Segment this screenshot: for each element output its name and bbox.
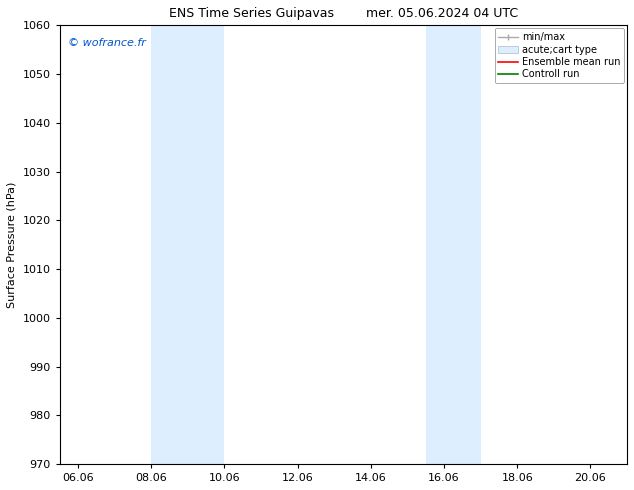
Bar (151, 25, 224, 464)
Legend: min/max, acute;cart type, Ensemble mean run, Controll run: min/max, acute;cart type, Ensemble mean … (495, 28, 624, 83)
Text: © wofrance.fr: © wofrance.fr (68, 38, 146, 49)
Title: ENS Time Series Guipavas        mer. 05.06.2024 04 UTC: ENS Time Series Guipavas mer. 05.06.2024… (169, 7, 518, 20)
Bar (425, 25, 481, 464)
Y-axis label: Surface Pressure (hPa): Surface Pressure (hPa) (7, 181, 17, 308)
